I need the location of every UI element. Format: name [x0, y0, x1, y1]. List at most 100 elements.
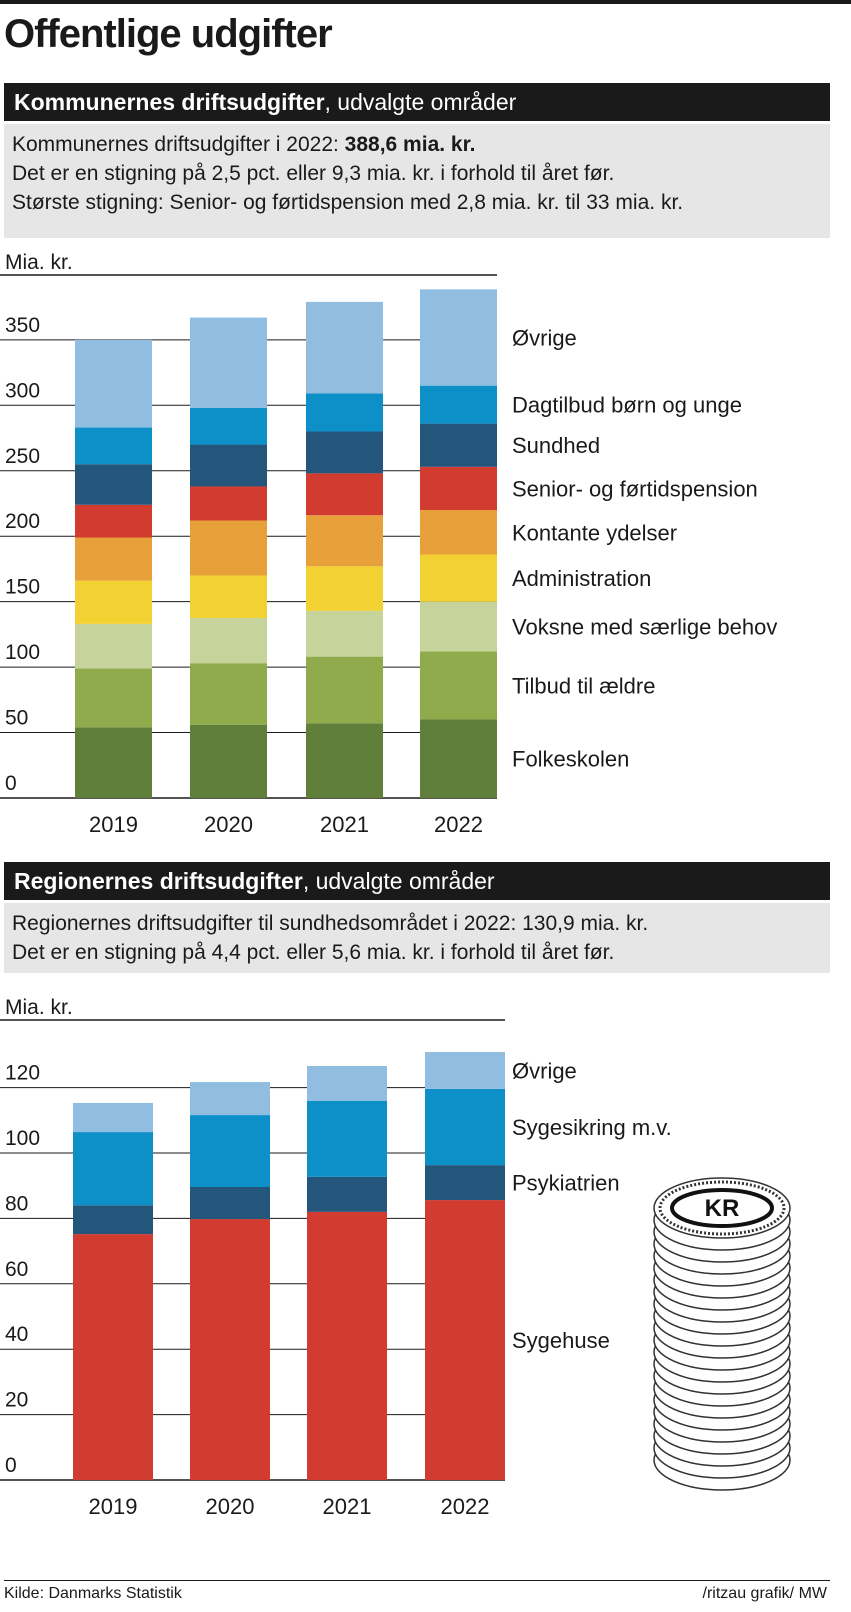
- y-tick-label: 20: [5, 1389, 28, 1412]
- y-tick-label: 120: [5, 1062, 40, 1085]
- x-tick-label: 2020: [206, 1494, 255, 1519]
- x-tick-label: 2022: [434, 812, 483, 837]
- legend-label: Sygesikring m.v.: [512, 1115, 672, 1140]
- region-header: Regionernes driftsudgifter, udvalgte omr…: [4, 862, 830, 900]
- y-tick-label: 300: [5, 379, 40, 402]
- bar-segment: [420, 385, 497, 424]
- bar-segment: [307, 1176, 387, 1212]
- y-tick-label: 100: [5, 1127, 40, 1150]
- bar-segment: [420, 510, 497, 555]
- region-header-rest: , udvalgte områder: [302, 868, 495, 894]
- y-axis-label: Mia. kr.: [5, 996, 73, 1019]
- kommune-header-bold: Kommunernes driftsudgifter: [14, 89, 325, 115]
- bar-segment: [306, 566, 383, 611]
- bar-segment: [75, 464, 152, 505]
- bar-segment: [306, 656, 383, 724]
- bar-segment: [420, 601, 497, 652]
- bar-segment: [420, 466, 497, 511]
- bar-segment: [190, 444, 267, 487]
- bar-segment: [307, 1101, 387, 1177]
- bar-segment: [306, 723, 383, 798]
- y-tick-label: 80: [5, 1192, 28, 1215]
- x-tick-label: 2021: [323, 1494, 372, 1519]
- bar-segment: [420, 289, 497, 386]
- bar-segment: [190, 520, 267, 576]
- bar-segment: [306, 301, 383, 394]
- bar-segment: [73, 1205, 153, 1235]
- top-rule: [0, 0, 851, 4]
- kommune-line2: Det er en stigning på 2,5 pct. eller 9,3…: [12, 162, 615, 185]
- bar-segment: [306, 431, 383, 474]
- line1-total: 388,6 mia. kr.: [344, 133, 476, 156]
- kommune-line1: Kommunernes driftsudgifter i 2022: 388,6…: [12, 130, 822, 159]
- legend-label: Kontante ydelser: [512, 520, 677, 545]
- legend-label: Tilbud til ældre: [512, 673, 655, 698]
- bar-segment: [190, 575, 267, 619]
- bar-segment: [420, 423, 497, 467]
- bar-segment: [190, 1187, 270, 1220]
- bar-segment: [190, 486, 267, 521]
- region-header-bold: Regionernes driftsudgifter: [14, 868, 303, 894]
- page-title: Offentlige udgifter: [4, 12, 333, 56]
- y-axis-label: Mia. kr.: [5, 251, 73, 274]
- bar-segment: [190, 1082, 270, 1116]
- bar-segment: [73, 1234, 153, 1480]
- bar-segment: [190, 1115, 270, 1188]
- bar-segment: [75, 504, 152, 538]
- bar-segment: [190, 618, 267, 664]
- bar-segment: [420, 719, 497, 798]
- bar-segment: [190, 1219, 270, 1480]
- x-tick-label: 2020: [204, 812, 253, 837]
- source-text: Kilde: Danmarks Statistik: [4, 1585, 182, 1602]
- legend-label: Sundhed: [512, 433, 600, 458]
- bar-segment: [75, 580, 152, 624]
- bar-segment: [190, 724, 267, 798]
- bar-segment: [425, 1200, 505, 1480]
- x-tick-label: 2021: [320, 812, 369, 837]
- line1-prefix: Kommunernes driftsudgifter i 2022:: [12, 133, 345, 156]
- y-tick-label: 150: [5, 576, 40, 599]
- y-tick-label: 350: [5, 314, 40, 337]
- x-tick-label: 2022: [441, 1494, 490, 1519]
- legend-label: Folkeskolen: [512, 747, 629, 772]
- y-tick-label: 100: [5, 641, 40, 664]
- bar-segment: [73, 1102, 153, 1133]
- credit-text: /ritzau grafik/ MW: [702, 1585, 827, 1602]
- bar-segment: [425, 1088, 505, 1166]
- bar-segment: [75, 668, 152, 728]
- bar-segment: [75, 537, 152, 581]
- bar-segment: [75, 727, 152, 798]
- bar-segment: [190, 407, 267, 445]
- y-tick-label: 200: [5, 510, 40, 533]
- bar-segment: [307, 1066, 387, 1102]
- bar-segment: [420, 651, 497, 720]
- y-tick-label: 0: [5, 772, 17, 795]
- y-tick-label: 250: [5, 445, 40, 468]
- kommune-info: Kommunernes driftsudgifter i 2022: 388,6…: [4, 124, 830, 238]
- legend-label: Øvrige: [512, 1058, 577, 1083]
- y-tick-label: 50: [5, 707, 28, 730]
- bar-segment: [75, 427, 152, 465]
- x-tick-label: 2019: [89, 812, 138, 837]
- bar-segment: [306, 610, 383, 657]
- bar-segment: [190, 663, 267, 725]
- legend-label: Sygehuse: [512, 1328, 610, 1353]
- bar-segment: [306, 515, 383, 567]
- legend-label: Dagtilbud børn og unge: [512, 393, 742, 418]
- bar-segment: [425, 1051, 505, 1089]
- bar-segment: [420, 554, 497, 602]
- kommune-line3: Største stigning: Senior- og førtidspens…: [12, 191, 684, 214]
- region-line2: Det er en stigning på 4,4 pct. eller 5,6…: [12, 941, 615, 964]
- region-info: Regionernes driftsudgifter til sundhedso…: [4, 903, 830, 973]
- legend-label: Psykiatrien: [512, 1171, 620, 1196]
- y-tick-label: 0: [5, 1454, 17, 1477]
- y-tick-label: 60: [5, 1258, 28, 1281]
- legend-label: Øvrige: [512, 325, 577, 350]
- bar-segment: [307, 1211, 387, 1480]
- kommune-header: Kommunernes driftsudgifter, udvalgte omr…: [4, 83, 830, 121]
- bar-segment: [190, 317, 267, 408]
- legend-label: Senior- og førtidspension: [512, 476, 758, 501]
- footer-rule: [4, 1580, 830, 1581]
